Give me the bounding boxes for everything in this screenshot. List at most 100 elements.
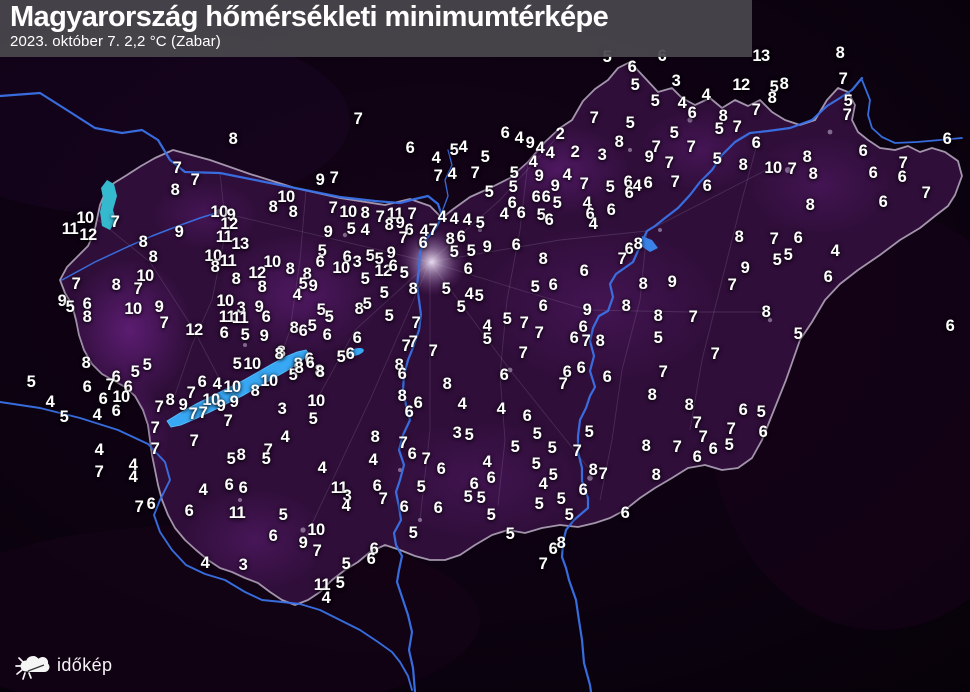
temp-label: 4 [701,85,711,104]
temp-label: 5 [552,193,562,212]
temp-label: 6 [511,235,521,254]
temp-label: 7 [518,343,528,362]
temp-label: 7 [433,166,443,185]
temp-label: 6 [579,261,589,280]
temp-label: 5 [510,437,520,456]
temp-label: 6 [627,57,637,76]
temp-label: 5 [288,365,298,384]
temp-label: 10 [204,246,222,265]
temp-label: 13 [231,234,249,253]
temp-label: 5 [65,297,75,316]
temp-label: 8 [165,390,175,409]
temp-label: 4 [538,474,548,493]
temp-label: 7 [378,489,388,508]
map-subtitle: 2023. október 7. 2,2 °C (Zabar) [10,33,221,51]
temp-label: 8 [111,275,121,294]
temp-label: 6 [576,358,586,377]
temp-label: 4 [632,176,642,195]
temp-label: 5 [278,505,288,524]
temp-label: 5 [724,435,734,454]
temp-label: 9 [229,392,239,411]
temp-label: 5 [240,325,250,344]
temp-label: 6 [404,220,414,239]
temp-label: 8 [653,306,663,325]
temp-label: 6 [197,372,207,391]
temp-label: 6 [562,362,572,381]
temp-label: 13 [752,46,770,65]
temp-label: 8 [394,355,404,374]
temp-label: 5 [508,177,518,196]
temp-label: 7 [898,153,908,172]
temp-label: 6 [407,444,417,463]
temp-label: 7 [664,153,674,172]
temp-label: 9 [254,297,264,316]
temp-label: 8 [293,354,303,373]
temp-label: 12 [185,320,203,339]
temp-label: 7 [692,413,702,432]
temp-label: 6 [585,204,595,223]
idokep-logo-text: időkép [57,654,113,675]
temp-label: 6 [82,294,92,313]
lake-ferto [100,180,117,230]
temp-label: 8 [802,147,812,166]
temp-label: 8 [808,164,818,183]
temp-label: 5 [441,279,451,298]
temp-label: 6 [397,364,407,383]
temp-label: 8 [538,249,548,268]
temp-label: 3 [671,71,681,90]
temp-label: 5 [712,149,722,168]
temp-label: 4 [457,394,467,413]
temp-label: 7 [328,198,338,217]
terrain-shade-s [0,525,480,692]
terrain-shade-nw [0,25,350,215]
temp-label: 4 [200,553,210,572]
temp-label: 7 [589,108,599,127]
temp-label: 8 [268,197,278,216]
temp-label: 4 [212,374,222,393]
temp-label: 5 [669,123,679,142]
temp-label: 6 [548,275,558,294]
temp-label: 5 [360,269,370,288]
temp-label: 9 [259,326,269,345]
temp-label: 6 [548,539,558,558]
temp-label: 10 [277,187,295,206]
temp-label: 9 [308,276,318,295]
temp-label: 7 [710,344,720,363]
temp-label: 8 [734,227,744,246]
temp-label: 10 [216,291,234,310]
temp-label: 7 [658,362,668,381]
temp-label: 8 [384,215,394,234]
temp-label: 4 [292,285,302,304]
temp-label: 6 [433,498,443,517]
temp-label: 10 [136,266,154,285]
temp-label: 6 [184,501,194,520]
temp-label: 7 [617,249,627,268]
temp-label: 4 [447,164,457,183]
temp-label: 3 [277,399,287,418]
temp-label: 5 [365,246,375,265]
temp-label: 4 [317,458,327,477]
temp-label: 7 [519,313,529,332]
temp-label: 6 [878,192,888,211]
temp-label: 5 [466,241,476,260]
temp-label: 6 [315,252,325,271]
temp-label: 9 [315,170,325,189]
temp-label: 7 [154,397,164,416]
temp-label: 9 [216,396,226,415]
temp-label: 7 [198,403,208,422]
temp-label: 8 [614,132,624,151]
temp-label: 6 [541,187,551,206]
temp-label: 8 [294,358,304,377]
temp-label: 6 [486,468,496,487]
temp-label: 6 [404,402,414,421]
temp-label: 7 [263,440,273,459]
temp-label: 7 [71,274,81,293]
temp-label: 7 [188,404,198,423]
temp-label: 6 [602,367,612,386]
temp-label: 5 [341,554,351,573]
temp-label: 7 [134,497,144,516]
temp-label: 8 [638,274,648,293]
temp-label: 7 [572,441,582,460]
temp-label: 5 [536,205,546,224]
temp-label: 8 [138,232,148,251]
